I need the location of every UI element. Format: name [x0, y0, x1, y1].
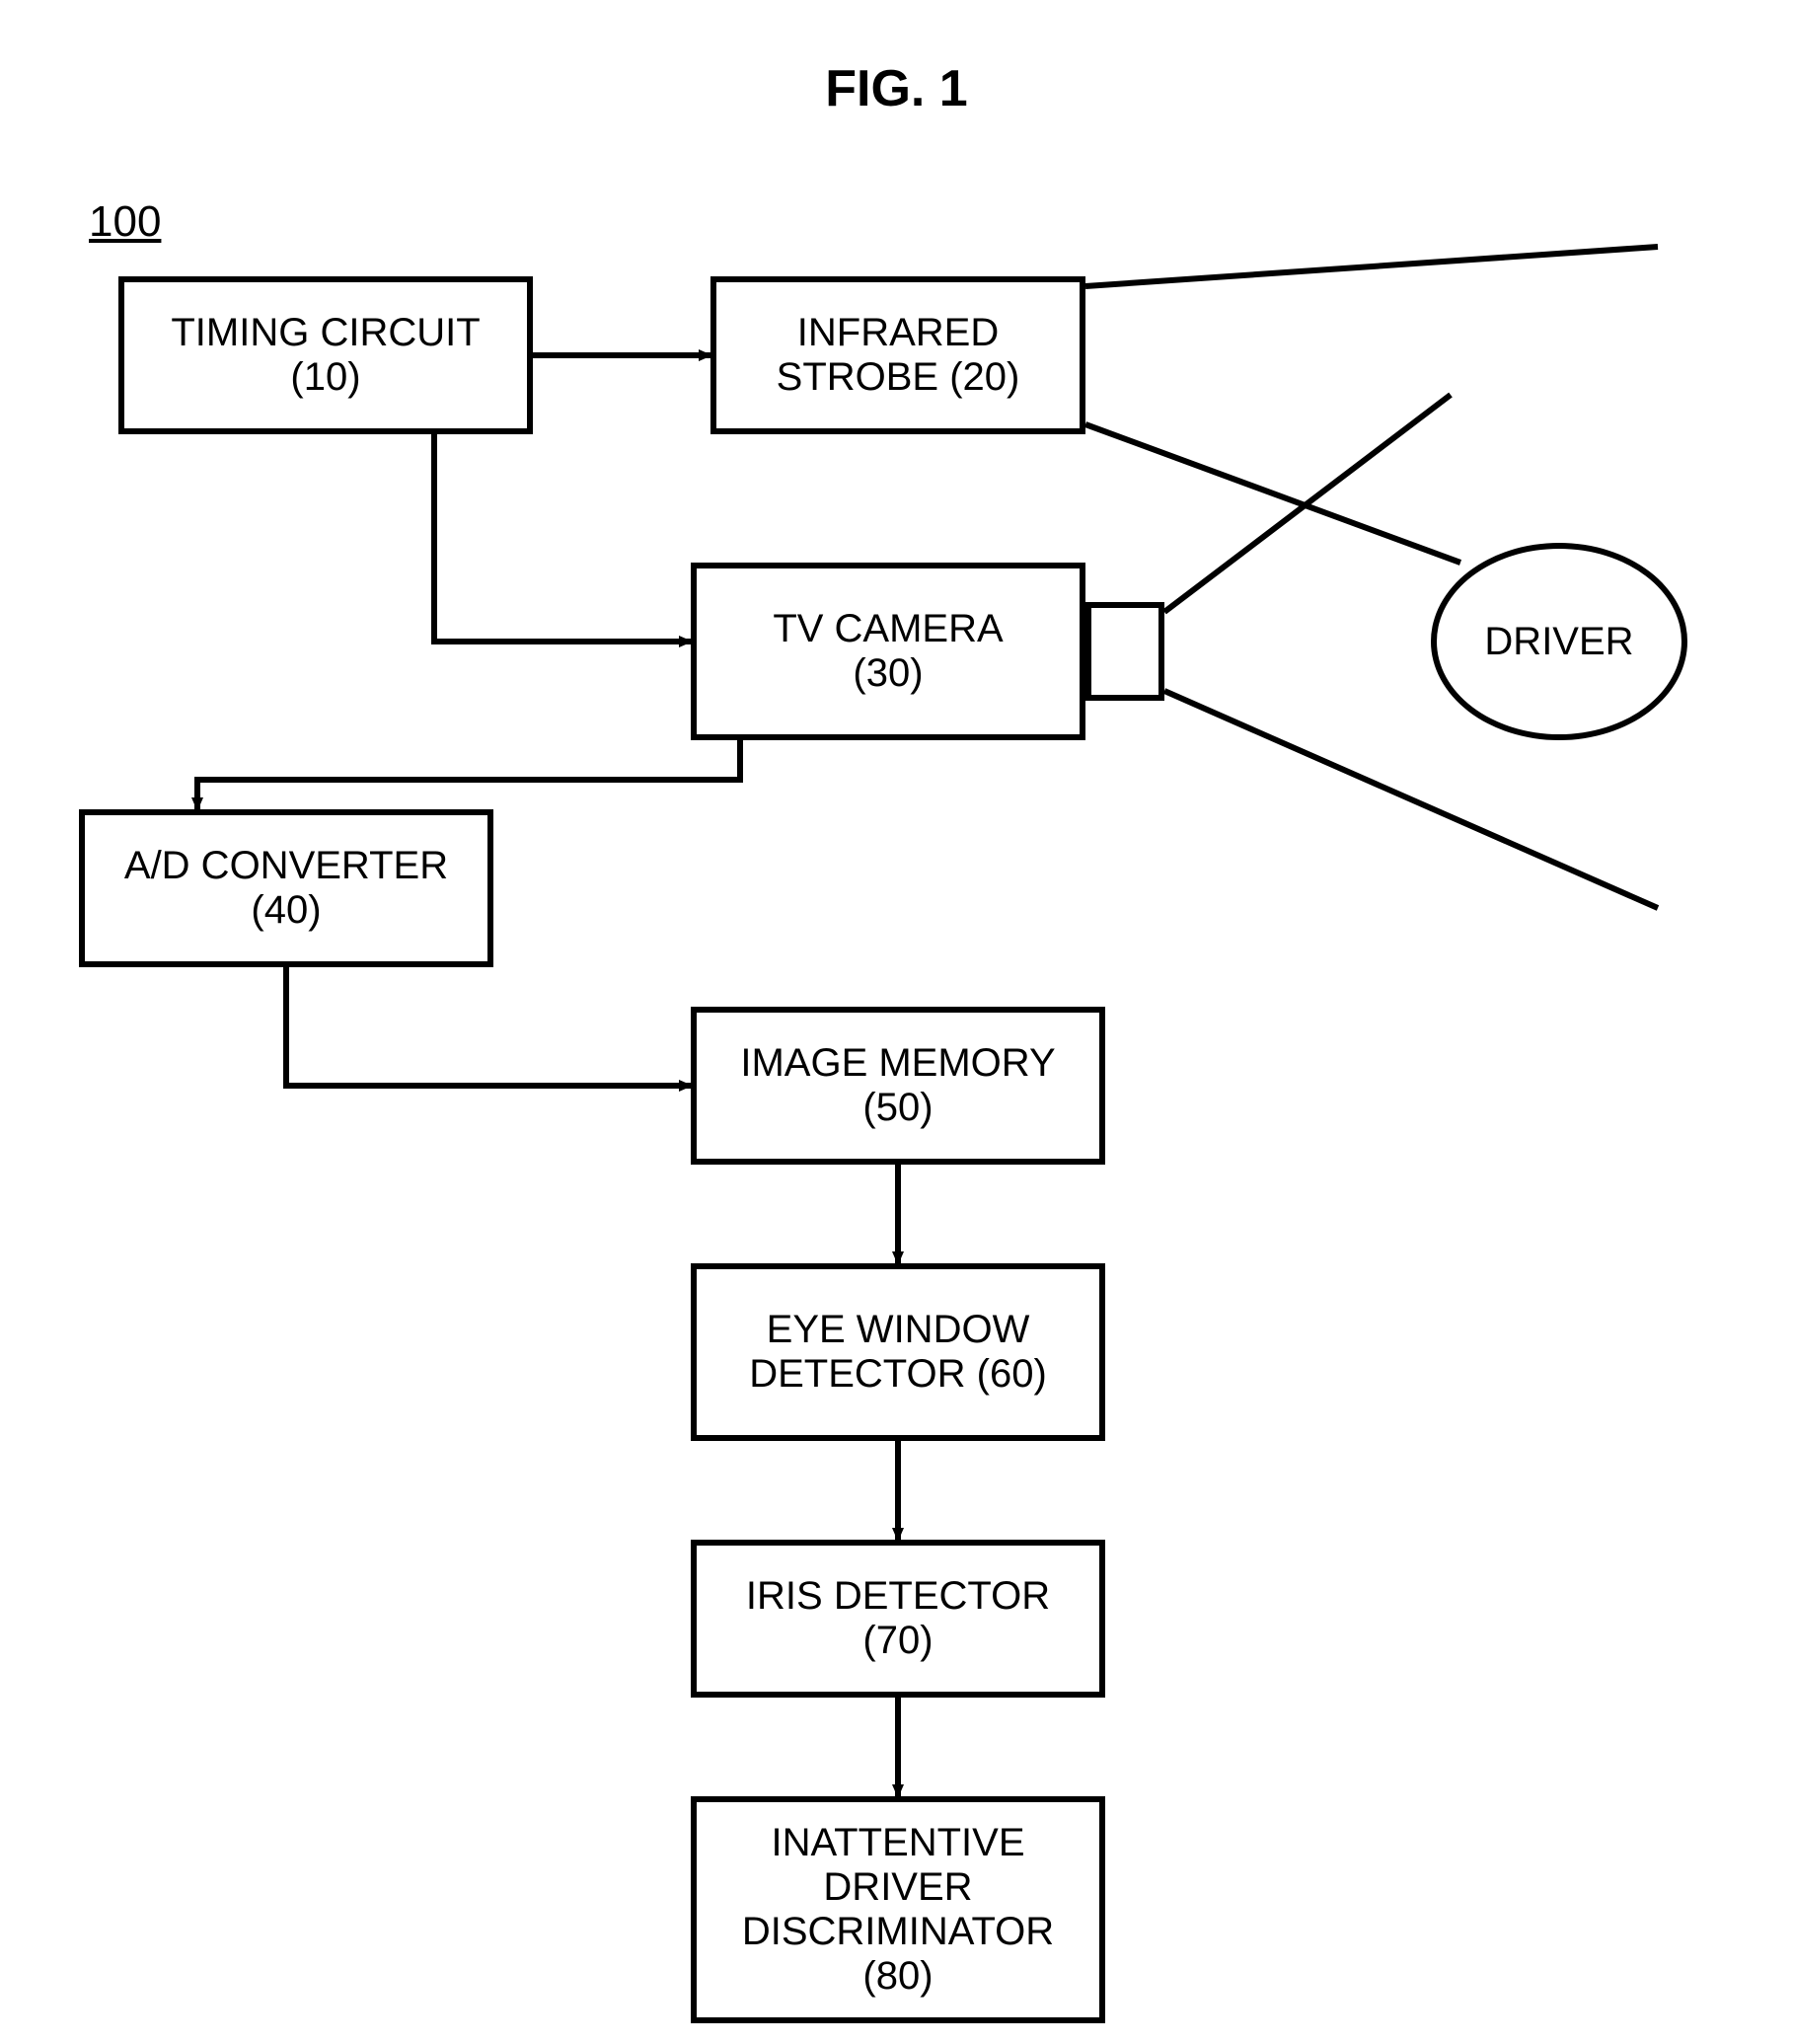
timing-to-camera	[434, 434, 691, 642]
ray-line	[1085, 424, 1460, 563]
figure-ref-number: 100	[89, 197, 161, 247]
box-eye-window-detector: EYE WINDOW DETECTOR (60)	[691, 1263, 1105, 1441]
adc-to-memory	[286, 967, 691, 1086]
ray-line	[1085, 247, 1658, 286]
driver-ellipse: DRIVER	[1431, 543, 1687, 740]
figure-canvas: FIG. 1 100 TIMING CIRCUIT (10) INFRARED …	[0, 0, 1793, 2044]
camera-lens	[1085, 602, 1164, 701]
ray-line	[1164, 395, 1451, 612]
driver-label: DRIVER	[1484, 620, 1633, 664]
box-timing-circuit: TIMING CIRCUIT (10)	[118, 276, 533, 434]
box-infrared-strobe: INFRARED STROBE (20)	[710, 276, 1085, 434]
box-ad-converter: A/D CONVERTER (40)	[79, 809, 493, 967]
box-iris-detector: IRIS DETECTOR (70)	[691, 1540, 1105, 1698]
camera-to-adc	[197, 740, 740, 809]
figure-title: FIG. 1	[0, 59, 1793, 118]
box-inattentive-driver-discriminator: INATTENTIVE DRIVER DISCRIMINATOR (80)	[691, 1796, 1105, 2023]
box-image-memory: IMAGE MEMORY (50)	[691, 1007, 1105, 1165]
box-tv-camera: TV CAMERA (30)	[691, 563, 1085, 740]
